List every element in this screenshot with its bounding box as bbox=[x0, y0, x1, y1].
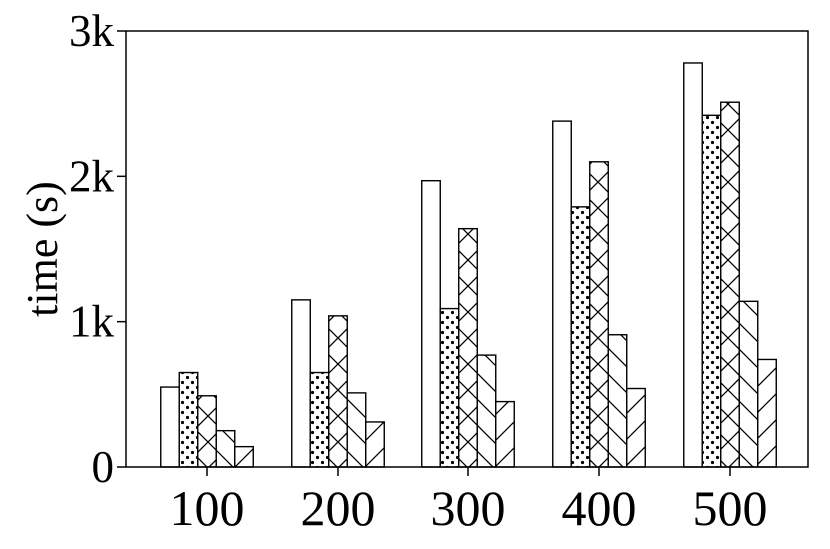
bar-200-series-2 bbox=[309, 371, 330, 468]
y-tick-label: 3k bbox=[69, 6, 115, 56]
y-tick-label: 1k bbox=[69, 297, 115, 347]
bar-200-series-5 bbox=[365, 421, 385, 468]
bar-200-series-3 bbox=[328, 315, 348, 468]
bar-100-series-1 bbox=[160, 386, 180, 468]
bar-400-series-3 bbox=[589, 161, 609, 468]
bar-500-series-4 bbox=[738, 300, 759, 468]
plot-frame bbox=[125, 30, 809, 468]
bar-300-series-5 bbox=[495, 400, 515, 468]
bar-200-series-1 bbox=[291, 299, 311, 468]
x-tick-label: 400 bbox=[562, 480, 637, 536]
x-tick-label: 300 bbox=[431, 480, 506, 536]
bar-400-series-4 bbox=[607, 334, 628, 468]
bar-100-series-5 bbox=[234, 445, 254, 468]
bar-400-series-5 bbox=[626, 387, 646, 468]
bar-300-series-1 bbox=[421, 179, 441, 468]
x-tick-label: 100 bbox=[170, 480, 245, 536]
bar-100-series-4 bbox=[215, 429, 236, 468]
x-tick-label: 200 bbox=[301, 480, 376, 536]
x-tick-label: 500 bbox=[693, 480, 768, 536]
bar-500-series-1 bbox=[683, 62, 703, 468]
bar-300-series-3 bbox=[458, 227, 478, 468]
x-axis: 100 200 300 400 500 bbox=[170, 467, 768, 536]
bar-500-series-3 bbox=[720, 101, 740, 468]
bar-300-series-2 bbox=[439, 307, 460, 468]
bar-400-series-2 bbox=[570, 206, 591, 468]
y-axis-label: time (s) bbox=[18, 181, 67, 317]
bar-100-series-2 bbox=[178, 371, 199, 468]
y-tick-label: 0 bbox=[92, 442, 115, 492]
bar-400-series-1 bbox=[552, 120, 572, 468]
bar-200-series-4 bbox=[346, 392, 367, 468]
bar-300-series-4 bbox=[476, 354, 497, 468]
bars-group bbox=[160, 62, 777, 468]
bar-100-series-3 bbox=[197, 395, 217, 468]
bar-500-series-5 bbox=[757, 358, 777, 468]
y-tick-label: 2k bbox=[69, 151, 115, 201]
bar-500-series-2 bbox=[701, 114, 722, 468]
y-axis: 0 1k 2k 3k bbox=[69, 6, 126, 492]
